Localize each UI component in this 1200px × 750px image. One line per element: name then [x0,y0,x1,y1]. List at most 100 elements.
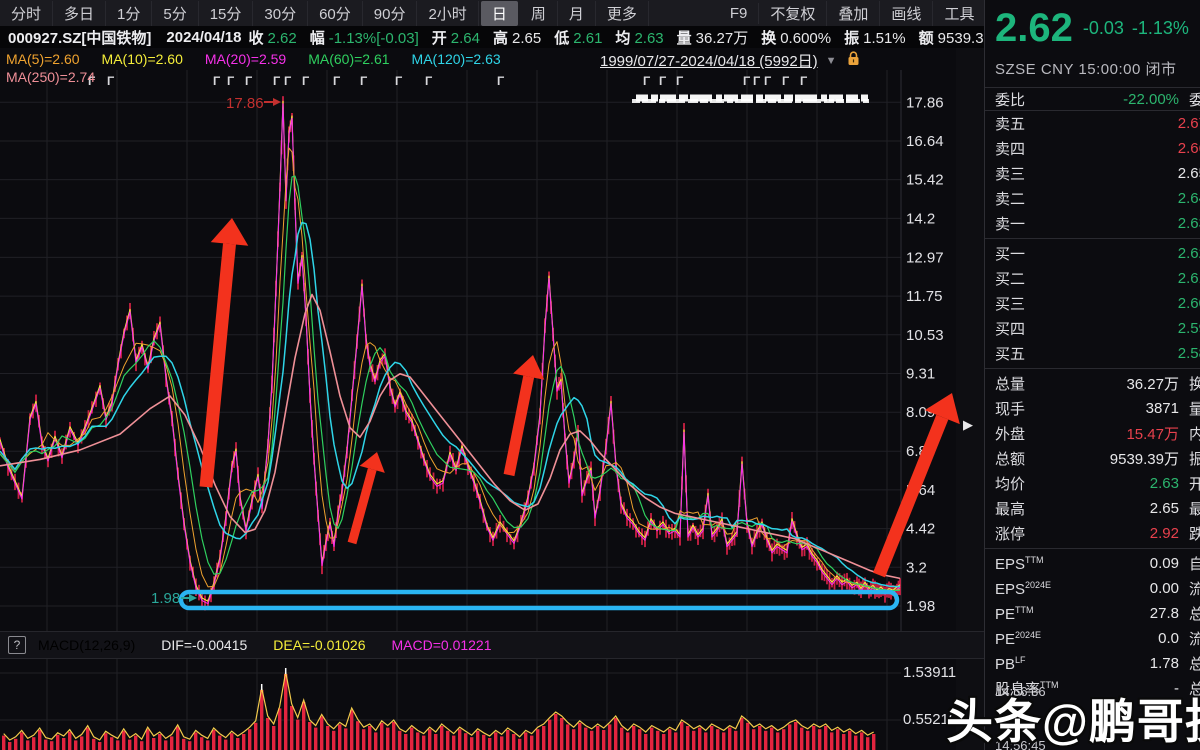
ask-row: 卖二2.64 [995,190,1200,208]
tab-日[interactable]: 日 [480,0,518,26]
tab-叠加[interactable]: 叠加 [827,0,881,26]
y-axis-tick: 11.75 [906,288,942,305]
volume-bar [452,735,456,750]
volume-bar [716,729,720,750]
volume-bar [530,735,534,750]
volume-bar [128,739,132,750]
volume-bar [92,738,96,750]
tab-画线[interactable]: 画线 [880,0,934,26]
ma-legend-row2: MA(250)=2.74 [6,69,95,85]
volume-bar [146,729,150,750]
volume-bar [182,738,186,750]
ma-legend-item: MA(5)=2.60 [6,51,80,67]
bid-row: 买三2.60 [995,295,1200,313]
exchange-status-line: SZSE CNY 15:00:00 闭市 [995,61,1177,78]
ex-rights-marker: Γ [107,74,115,88]
tab-90分[interactable]: 90分 [363,0,418,26]
volume-bar [758,726,762,750]
volume-bar [308,722,312,750]
volume-ma-line [3,671,874,741]
ex-rights-marker: Γ [213,74,221,88]
volume-bar [482,734,486,750]
volume-bar [404,734,408,750]
range-label[interactable]: 1999/07/27-2024/04/18 (5992日) [600,53,818,70]
tab-工具[interactable]: 工具 [933,0,987,26]
volume-bar [866,737,870,750]
tab-周[interactable]: 周 [520,0,558,26]
y-axis-tick: 1.98 [906,598,935,615]
help-icon[interactable]: ? [8,636,26,654]
volume-bar [398,730,402,750]
ex-rights-marker: Γ [245,74,253,88]
volume-bar [248,729,252,750]
tab-更多[interactable]: 更多 [596,0,649,26]
chart-line [0,221,901,588]
volume-bar [164,740,168,750]
volume-bar [812,726,816,750]
volume-bar [818,729,822,750]
ex-rights-marker: Γ [643,74,651,88]
volume-bar [698,727,702,750]
range-selector[interactable]: 1999/07/27-2024/04/18 (5992日) ▼ [600,50,860,71]
tab-30分[interactable]: 30分 [253,0,309,26]
volume-bar [596,726,600,750]
volume-bar [836,729,840,750]
tab-F9[interactable]: F9 [719,2,760,24]
ex-rights-marker: Γ [227,74,235,88]
macd-params[interactable]: MACD(12,26,9) [38,637,136,653]
tab-分时[interactable]: 分时 [0,0,54,26]
volume-bar [110,737,114,750]
macd-value: MACD=0.01221 [391,637,492,653]
tab-5分[interactable]: 5分 [152,0,199,26]
volume-bar [194,732,198,750]
tab-1分[interactable]: 1分 [106,0,153,26]
ex-rights-marker: Γ [743,74,751,88]
volume-bar [536,729,540,750]
volume-bar [416,732,420,750]
volume-bar [788,724,792,750]
volume-bar [560,718,564,750]
volume-bar [752,729,756,750]
y-axis-tick: 9.31 [906,365,935,382]
tab-月[interactable]: 月 [558,0,596,26]
tab-15分[interactable]: 15分 [199,0,254,26]
last-price: 2.62 [995,6,1073,50]
volume-bar [800,727,804,750]
volume-bar [170,736,174,750]
tab-多日[interactable]: 多日 [53,0,107,26]
tab-2小时[interactable]: 2小时 [417,0,479,26]
info-segment-开: 开 2.64 [431,29,480,47]
weibi-row: 委比-22.00%委 [985,87,1200,111]
chart-line [0,103,901,605]
volume-bar [524,732,528,750]
volume-bar [848,730,852,750]
volume-bar [680,722,684,750]
ex-rights-marker: Γ [273,74,281,88]
ex-rights-marker: Γ [497,74,505,88]
chevron-down-icon[interactable]: ▼ [825,54,837,67]
lock-icon[interactable] [847,51,860,70]
annotation-arrow [199,218,249,488]
volume-bar [188,741,192,750]
volume-bar [638,729,642,750]
ex-rights-marker: Γ [800,74,808,88]
dea-value: DEA=-0.01026 [273,637,366,653]
tab-不复权[interactable]: 不复权 [759,0,828,26]
ex-rights-marker: Γ [753,74,761,88]
ex-rights-marker: Γ [425,74,433,88]
volume-bar [854,735,858,750]
volume-bar [362,729,366,750]
annotation-arrow [872,393,960,578]
volume-bar [254,722,258,750]
volume-bar [674,732,678,750]
volume-bar [350,710,354,750]
panel-collapse-arrow[interactable]: ▶ [963,417,973,432]
info-segment-均: 均 2.63 [615,29,664,47]
volume-bar [152,738,156,750]
volume-bar [662,734,666,750]
volume-bar [644,734,648,750]
tab-60分[interactable]: 60分 [308,0,363,26]
volume-bar [566,724,570,750]
